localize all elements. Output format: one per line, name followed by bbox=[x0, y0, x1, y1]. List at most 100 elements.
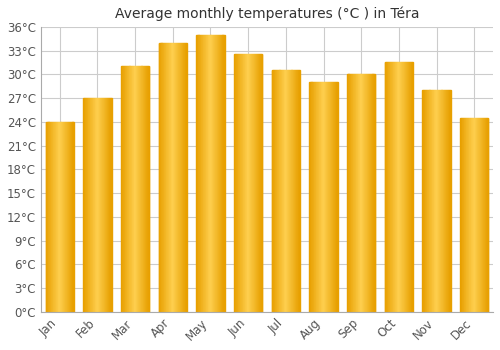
Bar bbox=[462, 118, 463, 312]
Bar bbox=[485, 118, 486, 312]
Bar bbox=[384, 62, 386, 312]
Bar bbox=[358, 74, 359, 312]
Bar bbox=[401, 62, 402, 312]
Bar bbox=[348, 74, 349, 312]
Bar bbox=[144, 66, 145, 312]
Bar bbox=[438, 90, 440, 312]
Bar bbox=[336, 82, 337, 312]
Bar bbox=[246, 55, 247, 312]
Bar bbox=[176, 43, 177, 312]
Bar bbox=[362, 74, 364, 312]
Bar bbox=[212, 35, 214, 312]
Bar bbox=[279, 70, 280, 312]
Bar bbox=[167, 43, 168, 312]
Bar bbox=[313, 82, 314, 312]
Bar bbox=[67, 122, 68, 312]
Bar bbox=[290, 70, 291, 312]
Bar bbox=[329, 82, 330, 312]
Bar bbox=[111, 98, 112, 312]
Bar bbox=[104, 98, 106, 312]
Bar bbox=[184, 43, 185, 312]
Bar bbox=[406, 62, 408, 312]
Bar bbox=[444, 90, 445, 312]
Bar bbox=[147, 66, 148, 312]
Bar bbox=[101, 98, 102, 312]
Bar bbox=[295, 70, 296, 312]
Bar bbox=[162, 43, 163, 312]
Bar bbox=[250, 55, 251, 312]
Bar bbox=[256, 55, 258, 312]
Bar bbox=[50, 122, 51, 312]
Bar bbox=[476, 118, 477, 312]
Bar bbox=[71, 122, 72, 312]
Bar bbox=[350, 74, 352, 312]
Bar bbox=[258, 55, 259, 312]
Bar bbox=[177, 43, 178, 312]
Bar bbox=[405, 62, 406, 312]
Bar bbox=[280, 70, 281, 312]
Bar bbox=[448, 90, 450, 312]
Bar bbox=[327, 82, 328, 312]
Bar bbox=[106, 98, 108, 312]
Bar bbox=[220, 35, 221, 312]
Bar bbox=[466, 118, 467, 312]
Bar bbox=[196, 35, 197, 312]
Bar bbox=[199, 35, 200, 312]
Bar bbox=[84, 98, 85, 312]
Bar bbox=[168, 43, 170, 312]
Bar bbox=[484, 118, 485, 312]
Bar bbox=[68, 122, 69, 312]
Bar bbox=[297, 70, 298, 312]
Bar bbox=[447, 90, 448, 312]
Bar bbox=[143, 66, 144, 312]
Bar bbox=[207, 35, 208, 312]
Bar bbox=[260, 55, 261, 312]
Bar bbox=[64, 122, 65, 312]
Bar bbox=[91, 98, 92, 312]
Bar bbox=[292, 70, 293, 312]
Bar bbox=[464, 118, 465, 312]
Bar bbox=[430, 90, 431, 312]
Bar bbox=[467, 118, 468, 312]
Bar bbox=[122, 66, 123, 312]
Bar bbox=[214, 35, 215, 312]
Bar bbox=[287, 70, 288, 312]
Bar bbox=[482, 118, 484, 312]
Bar bbox=[132, 66, 133, 312]
Bar bbox=[434, 90, 435, 312]
Bar bbox=[214, 35, 216, 312]
Bar bbox=[347, 74, 348, 312]
Bar bbox=[242, 55, 243, 312]
Bar bbox=[436, 90, 438, 312]
Bar bbox=[131, 66, 132, 312]
Bar bbox=[373, 74, 374, 312]
Bar bbox=[465, 118, 466, 312]
Bar bbox=[399, 62, 400, 312]
Bar bbox=[89, 98, 90, 312]
Bar bbox=[161, 43, 162, 312]
Bar bbox=[371, 74, 372, 312]
Bar bbox=[59, 122, 60, 312]
Bar bbox=[249, 55, 250, 312]
Bar bbox=[206, 35, 207, 312]
Bar bbox=[477, 118, 478, 312]
Bar bbox=[126, 66, 128, 312]
Bar bbox=[318, 82, 320, 312]
Bar bbox=[64, 122, 66, 312]
Bar bbox=[239, 55, 240, 312]
Bar bbox=[248, 55, 249, 312]
Bar bbox=[311, 82, 312, 312]
Bar bbox=[391, 62, 392, 312]
Bar bbox=[56, 122, 57, 312]
Bar bbox=[174, 43, 175, 312]
Bar bbox=[46, 122, 47, 312]
Bar bbox=[364, 74, 366, 312]
Bar bbox=[259, 55, 260, 312]
Bar bbox=[186, 43, 187, 312]
Bar bbox=[182, 43, 184, 312]
Bar bbox=[357, 74, 358, 312]
Bar bbox=[164, 43, 165, 312]
Bar bbox=[185, 43, 186, 312]
Bar bbox=[170, 43, 172, 312]
Bar bbox=[310, 82, 311, 312]
